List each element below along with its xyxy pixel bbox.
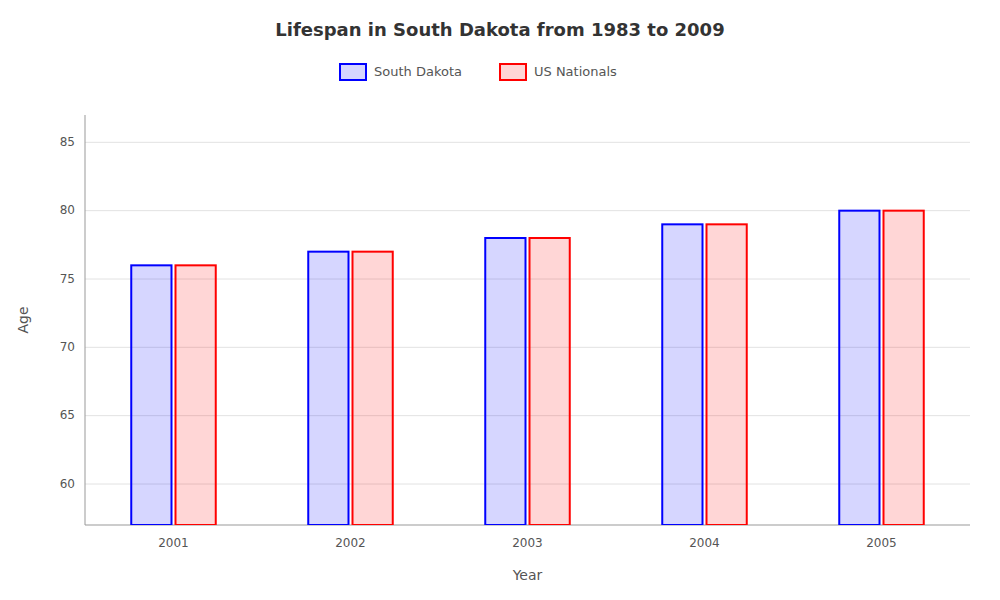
- legend-label: South Dakota: [374, 64, 462, 79]
- bars: [131, 211, 924, 525]
- bar: [353, 252, 393, 525]
- x-axis-label: Year: [512, 567, 543, 583]
- bar: [308, 252, 348, 525]
- grid-line: [85, 210, 970, 211]
- y-tick-label: 85: [60, 135, 75, 149]
- bar: [530, 238, 570, 525]
- y-axis-label: Age: [15, 306, 31, 333]
- bar: [131, 265, 171, 525]
- chart-title: Lifespan in South Dakota from 1983 to 20…: [275, 19, 724, 40]
- x-tick-label: 2004: [689, 536, 720, 550]
- x-tick-label: 2003: [512, 536, 543, 550]
- legend-swatch: [500, 64, 526, 80]
- y-tick-label: 60: [60, 477, 75, 491]
- x-tick-label: 2002: [335, 536, 366, 550]
- y-tick-label: 70: [60, 340, 75, 354]
- grid-line: [85, 347, 970, 348]
- grid-line: [85, 484, 970, 485]
- chart-container: 60 65 70 75 80 85 2001 2002 2003 2004 2005 Year Age L…: [0, 0, 1000, 600]
- bar: [485, 238, 525, 525]
- grid: [85, 142, 970, 484]
- y-axis-line: [85, 115, 86, 525]
- x-tick-label: 2005: [866, 536, 897, 550]
- chart-svg: 60 65 70 75 80 85 2001 2002 2003 2004 2005 Year Age L…: [0, 0, 1000, 600]
- bar: [839, 211, 879, 525]
- x-axis-line: [85, 525, 970, 526]
- x-tick-label: 2001: [158, 536, 189, 550]
- bar: [662, 224, 702, 525]
- y-tick-label: 75: [60, 272, 75, 286]
- bar: [176, 265, 216, 525]
- legend: South Dakota US Nationals: [340, 64, 617, 81]
- grid-line: [85, 142, 970, 143]
- bar: [707, 224, 747, 525]
- grid-line: [85, 279, 970, 280]
- grid-line: [85, 415, 970, 416]
- legend-swatch: [340, 64, 366, 80]
- bar: [884, 211, 924, 525]
- legend-label: US Nationals: [534, 64, 617, 79]
- y-tick-label: 80: [60, 203, 75, 217]
- y-tick-label: 65: [60, 408, 75, 422]
